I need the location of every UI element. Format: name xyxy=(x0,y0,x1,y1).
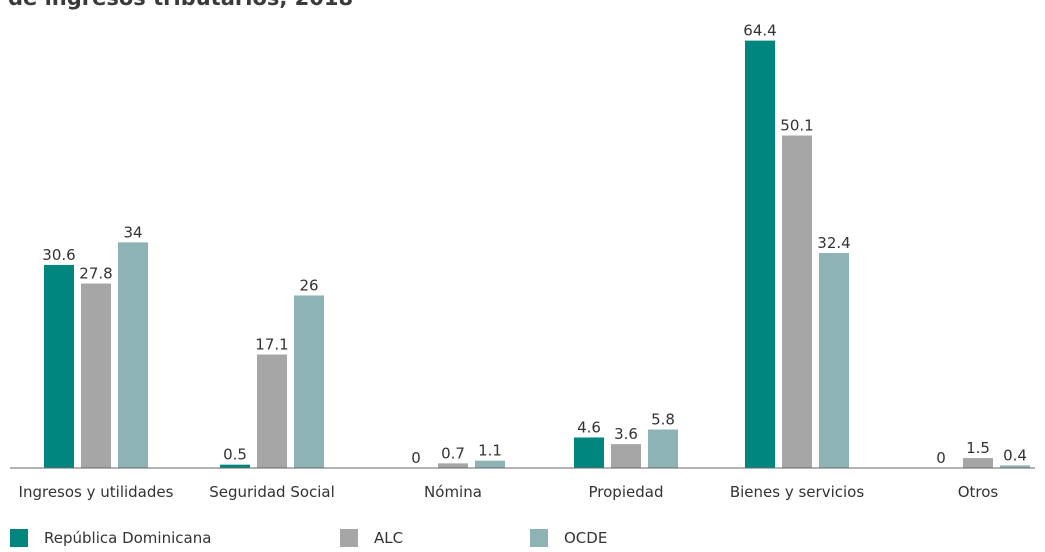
bar-alc-seguridad-social xyxy=(257,354,287,468)
x-tick-labels: Ingresos y utilidades Seguridad Social Nóm… xyxy=(19,483,999,501)
value-label-republica-dominicana-ingresos-y-utilidades: 30.6 xyxy=(42,246,75,264)
value-label-republica-dominicana-seguridad-social: 0.5 xyxy=(223,446,247,464)
value-label-republica-dominicana-propiedad: 4.6 xyxy=(577,418,601,436)
legend-swatch-republica-dominicana xyxy=(10,529,28,547)
bar-ocde-bienes-y-servicios xyxy=(819,252,849,468)
bar-alc-otros xyxy=(963,458,993,468)
value-label-ocde-otros: 0.4 xyxy=(1003,446,1027,464)
legend-item-alc: ALC xyxy=(340,526,403,550)
bar-republica-dominicana-propiedad xyxy=(574,437,604,468)
bar-ocde-propiedad xyxy=(648,429,678,468)
value-label-alc-ingresos-y-utilidades: 27.8 xyxy=(79,265,112,283)
x-tick-label-seguridad-social: Seguridad Social xyxy=(209,483,335,501)
legend-label-republica-dominicana: República Dominicana xyxy=(44,529,212,547)
x-tick-label-otros: Otros xyxy=(958,483,999,501)
value-label-alc-otros: 1.5 xyxy=(966,439,990,457)
value-label-republica-dominicana-nomina: 0 xyxy=(411,449,421,467)
bar-alc-propiedad xyxy=(611,444,641,468)
bar-ocde-ingresos-y-utilidades xyxy=(118,242,148,468)
bar-republica-dominicana-ingresos-y-utilidades xyxy=(44,264,74,468)
bar-ocde-nomina xyxy=(475,460,505,468)
value-label-alc-propiedad: 3.6 xyxy=(614,425,638,443)
bar-chart: 30.627.8 34 0.5 17.1 26 0 0.7 1.1 4.6 3.6 5.8 64.4 5… xyxy=(10,22,1035,501)
value-label-republica-dominicana-bienes-y-servicios: 64.4 xyxy=(743,22,776,40)
x-tick-label-propiedad: Propiedad xyxy=(589,483,664,501)
chart-title: de ingresos tributarios, 2018 xyxy=(8,0,353,10)
value-label-ocde-nomina: 1.1 xyxy=(478,442,502,460)
bar-alc-bienes-y-servicios xyxy=(782,135,812,468)
chart-title-clip: de ingresos tributarios, 2018 xyxy=(0,0,560,14)
legend-label-alc: ALC xyxy=(374,529,404,547)
value-label-alc-bienes-y-servicios: 50.1 xyxy=(780,117,813,135)
bar-alc-nomina xyxy=(438,463,468,468)
x-tick-label-ingresos-y-utilidades: Ingresos y utilidades xyxy=(19,483,174,501)
legend-item-ocde: OCDE xyxy=(530,526,607,550)
value-label-ocde-seguridad-social: 26 xyxy=(299,276,318,294)
value-label-alc-seguridad-social: 17.1 xyxy=(255,336,288,354)
legend-label-ocde: OCDE xyxy=(564,529,608,547)
legend-swatch-ocde xyxy=(530,529,548,547)
x-tick-label-nomina: Nómina xyxy=(424,483,482,501)
bar-ocde-seguridad-social xyxy=(294,295,324,468)
bars-layer xyxy=(44,40,1030,468)
value-labels-layer: 30.627.8 34 0.5 17.1 26 0 0.7 1.1 4.6 3.6 5.8 64.4 5… xyxy=(42,22,1027,467)
bar-republica-dominicana-seguridad-social xyxy=(220,464,250,468)
legend-swatch-alc xyxy=(340,529,358,547)
value-label-ocde-ingresos-y-utilidades: 34 xyxy=(123,223,142,241)
bar-ocde-otros xyxy=(1000,465,1030,468)
legend-item-republica-dominicana: República Dominicana xyxy=(10,526,211,550)
value-label-republica-dominicana-otros: 0 xyxy=(936,449,946,467)
x-tick-label-bienes-y-servicios: Bienes y servicios xyxy=(730,483,864,501)
bar-alc-ingresos-y-utilidades xyxy=(81,283,111,468)
value-label-ocde-propiedad: 5.8 xyxy=(651,411,675,429)
value-label-ocde-bienes-y-servicios: 32.4 xyxy=(817,234,850,252)
value-label-alc-nomina: 0.7 xyxy=(441,444,465,462)
bar-republica-dominicana-bienes-y-servicios xyxy=(745,40,775,468)
